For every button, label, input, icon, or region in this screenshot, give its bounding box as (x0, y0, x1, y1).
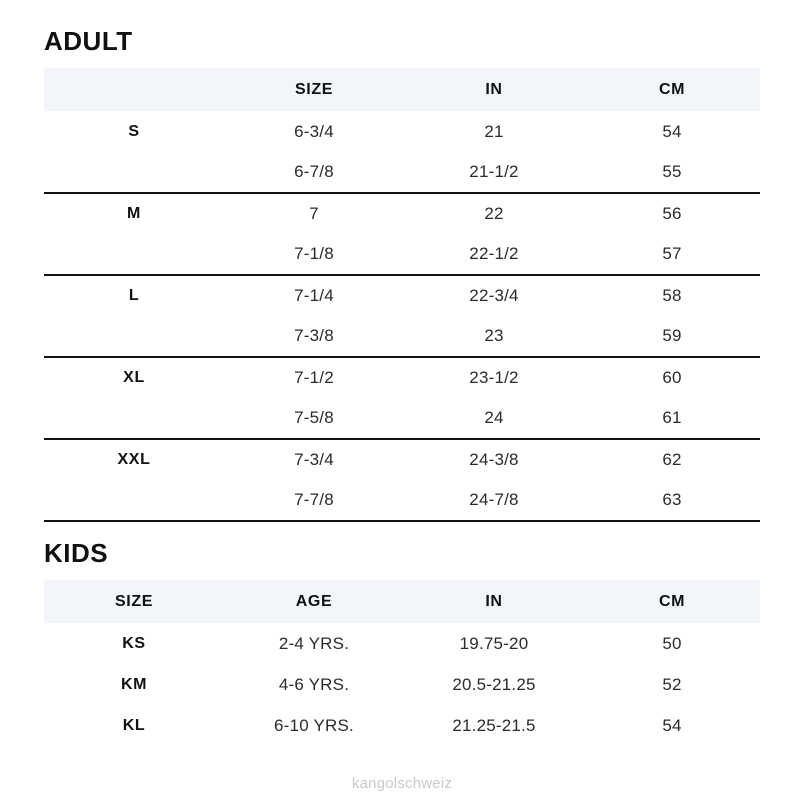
kids-table-head: SIZE AGE IN CM (44, 580, 760, 623)
table-row: 7-7/8 24-7/8 63 (44, 480, 760, 522)
kids-header-in: IN (485, 592, 503, 610)
kids-size-label: KM (120, 675, 148, 693)
kids-cell-in: 19.75-20 (459, 633, 529, 653)
adult-cell-cm: 59 (662, 326, 682, 345)
kids-cell-cm: 50 (662, 633, 682, 653)
adult-cell-in: 24 (484, 408, 504, 427)
adult-cell-size: 7-7/8 (224, 480, 404, 522)
kids-section-heading: KIDS (44, 538, 109, 568)
adult-table-head: SIZE IN CM (44, 68, 760, 111)
adult-table-body: S 6-3/4 21 54 6-7/8 21-1/2 55 M 7 22 56 … (44, 111, 760, 522)
adult-cell-in: 21 (484, 121, 504, 141)
kids-size-label: KL (122, 716, 146, 734)
adult-size-table: SIZE IN CM S 6-3/4 21 54 6-7/8 21-1/2 55… (44, 68, 760, 522)
kids-size-label: KS (122, 634, 146, 652)
adult-size-label: M (44, 192, 224, 234)
adult-cell-size: 7 (224, 192, 404, 234)
adult-cell-cm: 63 (584, 480, 760, 522)
kids-table-body: KS 2-4 YRS. 19.75-20 50 KM 4-6 YRS. 20.5… (44, 623, 760, 746)
adult-cell-cm: 54 (662, 121, 682, 141)
table-row: 6-7/8 21-1/2 55 (44, 152, 760, 193)
adult-size-label-empty (44, 152, 224, 193)
table-row: S 6-3/4 21 54 (44, 111, 760, 152)
adult-cell-in: 23-1/2 (404, 356, 584, 398)
adult-header-size: SIZE (295, 80, 333, 98)
table-row: M 7 22 56 (44, 192, 760, 234)
adult-cell-cm: 56 (584, 192, 760, 234)
adult-cell-cm: 61 (662, 408, 682, 427)
adult-size-label: S (128, 122, 140, 140)
adult-section-heading: ADULT (44, 26, 133, 56)
kids-cell-in: 20.5-21.25 (452, 674, 536, 694)
adult-cell-size: 7-5/8 (294, 408, 334, 427)
adult-cell-in: 22-3/4 (404, 274, 584, 316)
adult-header-blank (44, 68, 224, 111)
table-row: L 7-1/4 22-3/4 58 (44, 274, 760, 316)
adult-cell-size: 7-1/2 (224, 356, 404, 398)
adult-cell-size: 7-1/4 (224, 274, 404, 316)
adult-header-row: SIZE IN CM (44, 68, 760, 111)
table-row: KL 6-10 YRS. 21.25-21.5 54 (44, 705, 760, 746)
table-row: KM 4-6 YRS. 20.5-21.25 52 (44, 664, 760, 705)
adult-cell-cm: 58 (584, 274, 760, 316)
adult-size-label: L (44, 274, 224, 316)
table-row: 7-5/8 24 61 (44, 398, 760, 439)
adult-cell-size: 7-3/4 (224, 438, 404, 480)
kids-cell-age: 6-10 YRS. (274, 715, 354, 735)
kids-header-row: SIZE AGE IN CM (44, 580, 760, 623)
adult-cell-cm: 62 (584, 438, 760, 480)
kids-cell-in: 21.25-21.5 (452, 715, 536, 735)
table-row: XL 7-1/2 23-1/2 60 (44, 356, 760, 398)
adult-cell-size: 7-3/8 (294, 326, 334, 345)
kids-cell-cm: 54 (662, 715, 682, 735)
adult-cell-in: 24-3/8 (404, 438, 584, 480)
adult-cell-in: 22 (404, 192, 584, 234)
adult-cell-size: 7-1/8 (294, 244, 334, 263)
watermark: kangolschweiz (351, 775, 453, 792)
adult-cell-cm: 57 (662, 244, 682, 263)
table-row: 7-1/8 22-1/2 57 (44, 234, 760, 275)
kids-cell-cm: 52 (662, 674, 682, 694)
kids-size-table: SIZE AGE IN CM KS 2-4 YRS. 19.75-20 50 K… (44, 580, 760, 746)
kids-header-cm: CM (658, 592, 686, 610)
adult-header-cm: CM (658, 80, 686, 98)
adult-cell-in: 21-1/2 (469, 162, 519, 181)
adult-cell-cm: 60 (584, 356, 760, 398)
kids-cell-age: 4-6 YRS. (278, 674, 350, 694)
adult-cell-in: 24-7/8 (404, 480, 584, 522)
adult-size-label-empty (44, 398, 224, 439)
table-row: XXL 7-3/4 24-3/8 62 (44, 438, 760, 480)
kids-cell-age: 2-4 YRS. (278, 633, 350, 653)
table-row: 7-3/8 23 59 (44, 316, 760, 357)
adult-size-label-empty (44, 234, 224, 275)
adult-cell-in: 23 (484, 326, 504, 345)
adult-size-label-empty (44, 316, 224, 357)
kids-header-size: SIZE (115, 592, 153, 610)
kids-header-age: AGE (295, 592, 333, 610)
adult-size-label: XL (44, 356, 224, 398)
adult-cell-size: 6-7/8 (294, 162, 334, 181)
table-row: KS 2-4 YRS. 19.75-20 50 (44, 623, 760, 664)
adult-cell-in: 22-1/2 (469, 244, 519, 263)
adult-cell-size: 6-3/4 (294, 121, 334, 141)
adult-header-in: IN (485, 80, 503, 98)
adult-size-label: XXL (44, 438, 224, 480)
adult-cell-cm: 55 (662, 162, 682, 181)
adult-size-label-empty (44, 480, 224, 522)
